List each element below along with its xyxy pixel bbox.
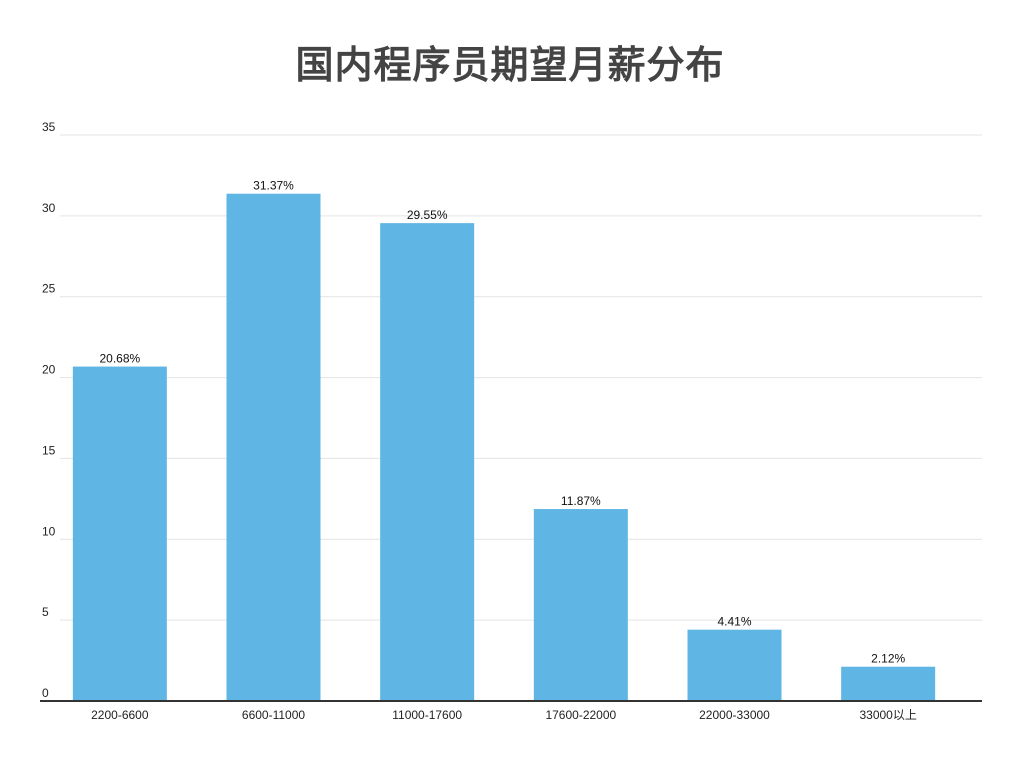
bar — [226, 193, 321, 702]
bar — [533, 509, 628, 701]
x-tick-label: 33000以上 — [859, 708, 916, 722]
bar — [72, 366, 167, 701]
y-tick-label: 30 — [42, 201, 56, 215]
y-tick-label: 35 — [42, 120, 56, 134]
y-tick-label: 0 — [42, 686, 49, 700]
y-tick-label: 10 — [42, 524, 56, 538]
data-label: 11.87% — [561, 494, 601, 508]
data-label: 20.68% — [99, 352, 140, 366]
x-tick-label: 6600-11000 — [242, 708, 305, 722]
y-tick-label: 25 — [42, 282, 56, 296]
bar — [841, 666, 936, 701]
y-tick-label: 15 — [42, 443, 56, 457]
x-tick-label: 11000-17600 — [392, 708, 462, 722]
bar — [687, 629, 782, 701]
x-tick-label: 22000-33000 — [699, 708, 770, 722]
bar — [380, 223, 475, 702]
data-label: 29.55% — [407, 208, 448, 222]
y-tick-label: 20 — [42, 363, 56, 377]
chart-title: 国内程序员期望月薪分布 — [295, 43, 725, 87]
data-label: 4.41% — [717, 615, 751, 629]
data-label: 31.37% — [253, 179, 294, 193]
x-tick-label: 2200-6600 — [91, 708, 149, 722]
data-label: 2.12% — [871, 652, 905, 666]
x-tick-label: 17600-22000 — [545, 708, 616, 722]
y-tick-label: 5 — [42, 605, 49, 619]
